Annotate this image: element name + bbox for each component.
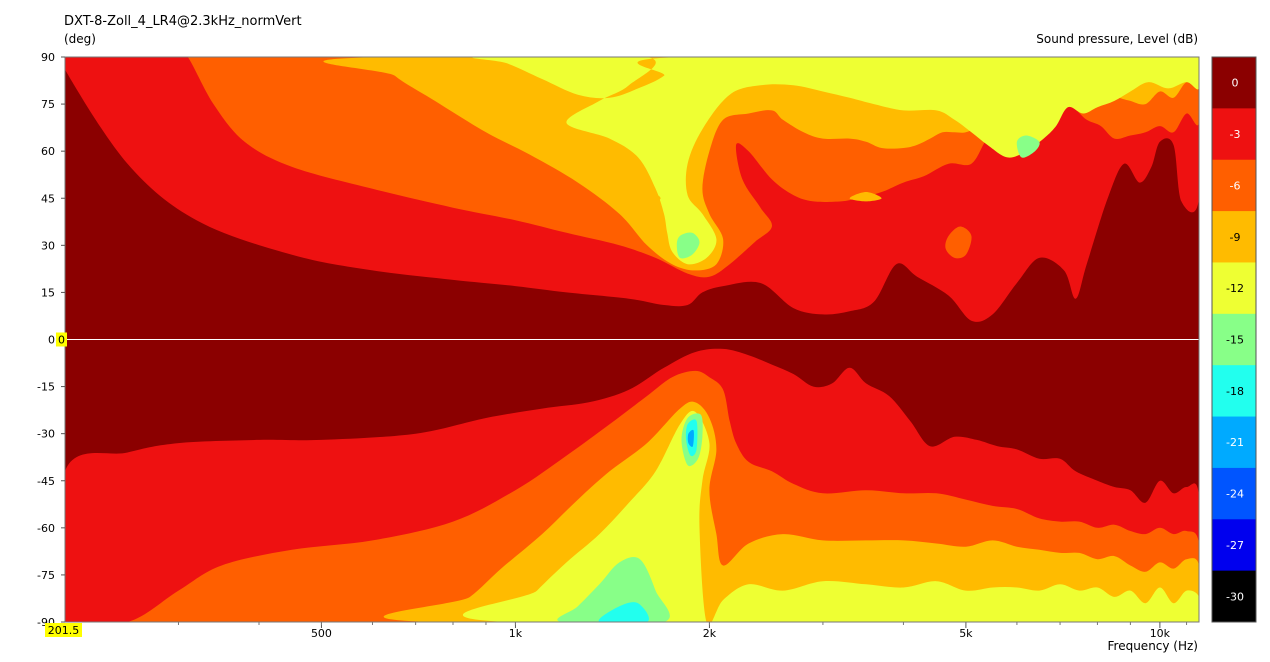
contour-region-island-upper-tiny [653, 195, 661, 202]
colorbar-swatch [1212, 313, 1256, 366]
colorbar-swatch [1212, 262, 1256, 315]
contour-layers [65, 57, 1199, 622]
x-tick-label: 1k [509, 627, 523, 640]
y-tick-label: 60 [41, 145, 55, 158]
contour-plot-area[interactable] [0, 46, 1270, 639]
x-tick-label: 5k [959, 627, 973, 640]
cursor-x-box [45, 623, 82, 637]
y-axis-label: (deg) [64, 32, 96, 46]
colorbar-swatch [1212, 159, 1256, 212]
contour-region-blob-upper-30 [676, 232, 700, 259]
contour-region-blob-upper-60 [1016, 135, 1040, 158]
y-tick-label: 90 [41, 51, 55, 64]
contour-region-lower-minus18 [598, 602, 649, 622]
contour-region-island-upper-45 [849, 192, 882, 202]
y-tick-label: -60 [37, 522, 55, 535]
x-axis-label: Frequency (Hz) [1108, 639, 1199, 653]
colorbar-swatch [1212, 519, 1256, 572]
contour-region-upper-minus12 [472, 57, 1199, 265]
cursor-x-label: 201.5 [48, 624, 80, 637]
y-tick-label: -15 [37, 381, 55, 394]
y-tick-label: 0 [48, 334, 55, 347]
colorbar-swatch [1212, 57, 1256, 109]
contour-region-lower-tip-21 [687, 429, 694, 447]
colorbar-label: -27 [1226, 539, 1244, 552]
y-tick-label: -45 [37, 475, 55, 488]
colorbar-swatch [1212, 365, 1256, 418]
y-tick-label: -75 [37, 569, 55, 582]
colorbar-label: -21 [1226, 436, 1244, 449]
cursor-readout: 0 201.5 [45, 332, 82, 637]
chart-title: DXT-8-Zoll_4_LR4@2.3kHz_normVert [64, 14, 302, 29]
y-tick-label: 30 [41, 239, 55, 252]
colorbar-label: -30 [1226, 590, 1244, 603]
colorbar-label: -15 [1226, 334, 1244, 347]
x-tick-label: 500 [311, 627, 332, 640]
colorbar-label: -3 [1230, 128, 1241, 141]
cursor-y-box [56, 332, 67, 347]
colorbar-swatch [1212, 108, 1256, 161]
contour-region-lower-minus12 [463, 410, 1199, 622]
colorbar-swatch [1212, 570, 1256, 623]
colorbar-label: -24 [1226, 488, 1244, 501]
y-tick-label: 45 [41, 192, 55, 205]
y-tick-label: 15 [41, 286, 55, 299]
cursor-y-label: 0 [58, 334, 65, 347]
y-tick-label: -30 [37, 428, 55, 441]
colorbar-label: -12 [1226, 282, 1244, 295]
colorbar-swatch [1212, 211, 1256, 263]
y-tick-label: 75 [41, 98, 55, 111]
x-tick-label: 2k [703, 627, 717, 640]
colorbar-label: -6 [1230, 179, 1241, 192]
colorbar-label: -18 [1226, 385, 1244, 398]
colorbar: 0 -3 -6 -9 -12 -15 -18 -21 -24 -27 -30 [1211, 56, 1257, 623]
contour-region-lower-minus15 [557, 557, 670, 622]
colorbar-label: 0 [1232, 77, 1239, 90]
colorbar-label: -9 [1230, 231, 1241, 244]
colorbar-swatch [1212, 467, 1256, 520]
colorbar-frame [1211, 56, 1257, 623]
colorbar-swatch [1212, 416, 1256, 469]
x-tick-label: 10k [1150, 627, 1171, 640]
contour-region-island-upper-35 [945, 226, 972, 259]
colorbar-label: Sound pressure, Level (dB) [1036, 32, 1198, 46]
